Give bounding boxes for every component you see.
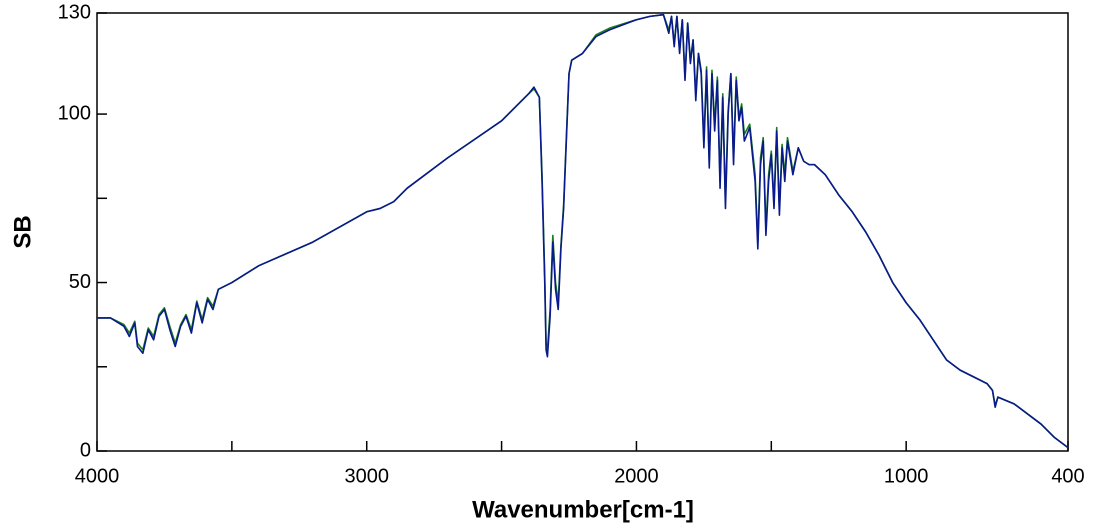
y-tick-label: 0 xyxy=(80,439,91,461)
x-tick-label: 1000 xyxy=(884,465,929,487)
y-tick-label: 130 xyxy=(58,1,91,23)
x-tick-label: 2000 xyxy=(614,465,659,487)
x-axis-label: Wavenumber[cm-1] xyxy=(472,496,694,523)
plot-frame xyxy=(96,12,1069,452)
y-tick-label: 50 xyxy=(69,271,91,293)
spectrum-line xyxy=(97,13,1069,449)
x-tick-label: 400 xyxy=(1051,465,1084,487)
y-tick-label: 100 xyxy=(58,102,91,124)
x-tick-label: 3000 xyxy=(344,465,389,487)
spectrum-line xyxy=(97,13,1069,449)
y-axis-label: SB xyxy=(9,215,36,248)
x-tick-label: 4000 xyxy=(75,465,120,487)
